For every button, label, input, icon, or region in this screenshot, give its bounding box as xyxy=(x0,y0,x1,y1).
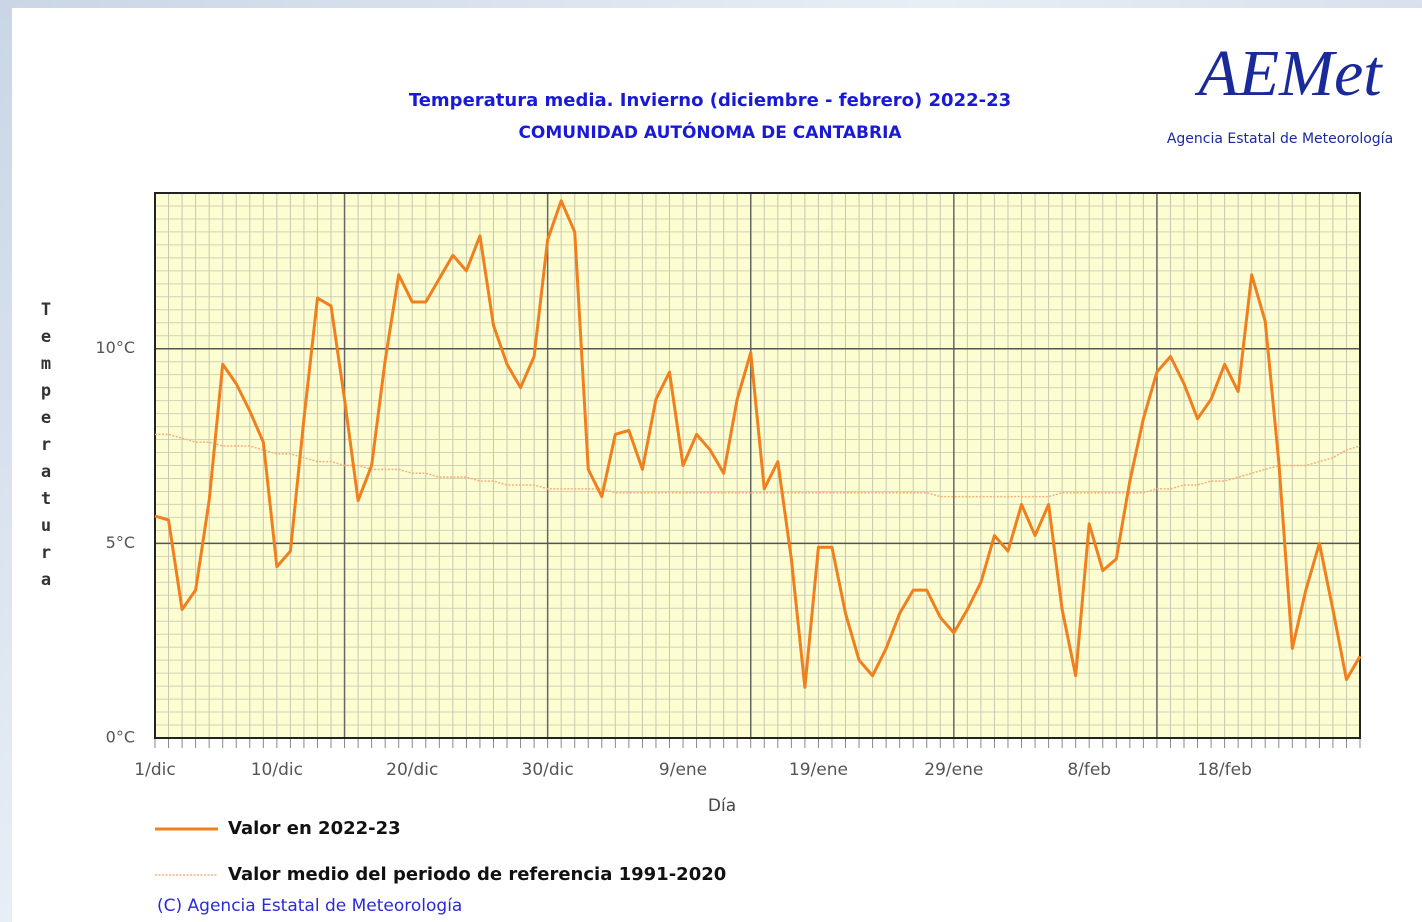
legend-label: Valor en 2022-23 xyxy=(228,818,401,839)
x-tick-label: 10/dic xyxy=(251,760,303,780)
y-tick-label: 10°C xyxy=(95,338,135,357)
chart-subtitle: COMUNIDAD AUTÓNOMA DE CANTABRIA xyxy=(518,121,902,143)
series-line xyxy=(154,199,1362,689)
x-tick-label: 9/ene xyxy=(659,760,707,780)
copyright: (C) Agencia Estatal de Meteorología xyxy=(157,896,462,916)
logo: AEMet xyxy=(1194,37,1383,110)
x-tick-label: 19/ene xyxy=(789,760,848,780)
x-tick-label: 1/dic xyxy=(134,760,175,780)
y-tick-label: 5°C xyxy=(106,533,135,552)
x-tick-label: 30/dic xyxy=(522,760,574,780)
legend-label: Valor medio del periodo de referencia 19… xyxy=(228,864,726,885)
y-tick-label: 0°C xyxy=(106,728,135,747)
x-tick-label: 18/feb xyxy=(1197,760,1252,780)
y-axis-label: Temperatura xyxy=(36,300,56,597)
chart-title: Temperatura media. Invierno (diciembre -… xyxy=(409,90,1011,111)
series-line xyxy=(155,433,1361,498)
x-tick-label: 20/dic xyxy=(386,760,438,780)
x-tick-label: 29/ene xyxy=(924,760,983,780)
plot-frame xyxy=(154,192,1361,739)
logo-subtitle: Agencia Estatal de Meteorología xyxy=(1167,131,1393,147)
x-tick-label: 8/feb xyxy=(1067,760,1111,780)
x-axis-label: Día xyxy=(708,796,736,816)
